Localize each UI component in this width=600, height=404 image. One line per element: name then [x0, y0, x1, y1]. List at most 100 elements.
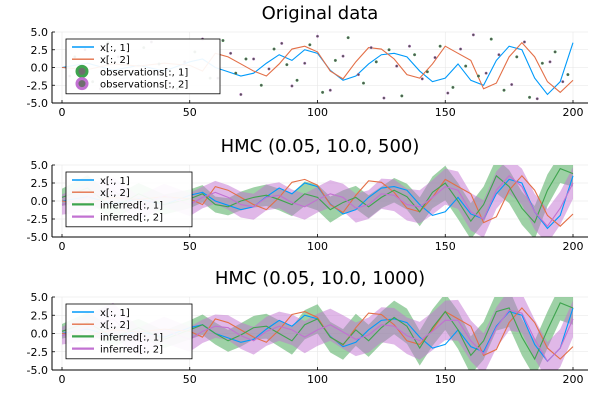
chart-title: HMC (0.05, 10.0, 500) [221, 136, 420, 157]
legend-entry: x[:, 1] [100, 176, 130, 187]
legend-entry: x[:, 1] [100, 308, 130, 319]
observation-point [413, 53, 417, 57]
observation-point [548, 60, 552, 64]
legend-entry: inferred[:, 2] [100, 213, 163, 224]
y-tick-label: -2.5 [27, 213, 48, 226]
observation-point [387, 48, 391, 52]
x-tick-label: 50 [183, 373, 197, 386]
observation-point [333, 58, 337, 62]
observation-point [522, 40, 526, 44]
legend-entry: inferred[:, 1] [100, 200, 163, 211]
observation-point [356, 73, 360, 77]
observation-point [420, 77, 424, 81]
observation-point [535, 97, 539, 101]
observation-point [451, 85, 455, 89]
series-line-inferred2 [61, 309, 574, 363]
x-tick-label: 0 [59, 106, 66, 119]
x-tick-label: 50 [183, 240, 197, 253]
observation-point [497, 53, 501, 57]
chart-title: Original data [262, 3, 379, 24]
chart-panel-1: 0 50 100 150 200 -5.0 -2.5 0.0 2.5 5.0 Original da… [27, 3, 588, 119]
observation-point [425, 70, 429, 74]
observation-point [244, 57, 248, 61]
y-tick-label: 0.0 [31, 328, 49, 341]
y-tick-label: 5.0 [31, 159, 49, 172]
observation-point [484, 71, 488, 75]
legend-entry: inferred[:, 1] [100, 332, 163, 343]
observation-point [316, 34, 320, 38]
observation-point [446, 91, 450, 95]
observation-point [476, 74, 480, 78]
x-tick-label: 150 [435, 373, 456, 386]
observation-point [267, 67, 271, 71]
legend-entry: x[:, 2] [100, 55, 130, 66]
observation-point [502, 88, 506, 92]
observation-point [221, 39, 225, 43]
observation-point [459, 47, 463, 51]
observation-point [308, 43, 312, 47]
observation-point [285, 63, 289, 67]
observation-point [566, 73, 570, 77]
legend-entry: observations[:, 1] [100, 67, 188, 78]
observation-point [280, 41, 284, 45]
observation-point [229, 51, 233, 55]
observation-point [272, 47, 276, 51]
y-tick-label: -2.5 [27, 79, 48, 92]
observation-point [303, 61, 307, 65]
x-tick-label: 0 [59, 373, 66, 386]
series-line-x1 [61, 175, 574, 230]
legend-entry: observations[:, 2] [100, 80, 188, 91]
y-tick-label: 2.5 [31, 177, 49, 190]
observation-point [361, 81, 365, 85]
legend-entry: x[:, 1] [100, 43, 130, 54]
legend-entry: x[:, 2] [100, 188, 130, 199]
observation-point [561, 80, 565, 84]
x-tick-label: 200 [563, 373, 584, 386]
observation-point [528, 95, 532, 99]
y-tick-label: -5.0 [27, 97, 48, 110]
observation-point [252, 57, 256, 61]
observation-point [489, 37, 493, 41]
x-tick-label: 100 [307, 373, 328, 386]
x-tick-label: 0 [59, 240, 66, 253]
y-tick-label: 0.0 [31, 195, 49, 208]
observation-point [395, 64, 399, 68]
y-tick-label: -5.0 [27, 231, 48, 244]
series-line-inferred1 [61, 167, 574, 224]
y-tick-label: 2.5 [31, 309, 49, 322]
observation-point [438, 44, 442, 48]
observation-point [259, 83, 263, 87]
series-line-inferred1 [61, 302, 574, 361]
observation-point [321, 90, 325, 94]
observation-point [382, 96, 386, 100]
observation-point [346, 36, 350, 40]
legend-entry: x[:, 2] [100, 320, 130, 331]
observation-point [407, 44, 411, 48]
observation-point [374, 60, 378, 64]
series-line-x2 [61, 174, 574, 227]
observation-point [234, 71, 238, 75]
observation-point [290, 84, 294, 88]
y-tick-label: -5.0 [27, 364, 48, 377]
observation-point [400, 94, 404, 98]
chart-panel-2: 0 50 100 150 200 -5.0 -2.5 0.0 2.5 5.0 HMC (0.05, … [27, 136, 588, 253]
chart-title: HMC (0.05, 10.0, 1000) [215, 268, 425, 289]
x-tick-label: 200 [563, 240, 584, 253]
plot-area [61, 165, 574, 237]
observation-point [515, 55, 519, 59]
observation-point [540, 61, 544, 65]
series-line-inferred2 [61, 175, 574, 228]
legend-marker [75, 64, 89, 78]
observation-point [239, 92, 243, 96]
y-tick-label: -2.5 [27, 346, 48, 359]
observation-point [553, 50, 557, 54]
legend-box [65, 38, 221, 95]
x-tick-label: 150 [435, 106, 456, 119]
observation-point [464, 64, 468, 68]
y-tick-label: 5.0 [31, 291, 49, 304]
x-tick-label: 50 [183, 106, 197, 119]
y-tick-label: 0.0 [31, 62, 49, 75]
chart-panel-3: 0 50 100 150 200 -5.0 -2.5 0.0 2.5 5.0 HMC (0.05, … [27, 268, 588, 386]
